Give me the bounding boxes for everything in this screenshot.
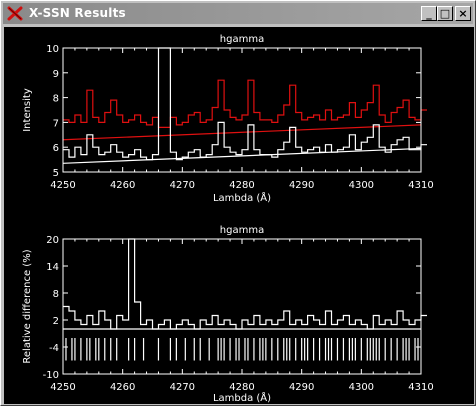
panel1-series-2-line [62,124,422,141]
panel2-ytick-label-14: 14 [46,262,59,273]
panel1-series-4-line [62,147,422,164]
panel2-ytick-label-8: 8 [53,289,59,300]
panel1-ytick-label-10: 10 [46,44,59,55]
panel1-ytick-label-6: 6 [53,143,59,154]
panel2-xtick-label-4310: 4310 [408,382,433,393]
panel1-xtick-label-4290: 4290 [289,180,314,191]
panel2-ytick-label--10: -10 [43,370,59,381]
panel1-ytick-label-7: 7 [53,118,59,129]
maximize-icon: □ [439,7,451,20]
panel1-ylabel: Intensity [22,88,33,132]
panel1-series-1-histogram [63,79,427,128]
panel2-series-1-histogram [63,238,427,330]
panel1-title: hgamma [220,34,264,45]
panel2-ytick-label-20: 20 [46,235,59,246]
panel2-ytick-label-2: 2 [53,316,59,327]
panel1-xtick-label-4250: 4250 [50,180,75,191]
panel2-xtick-label-4300: 4300 [349,382,374,393]
panel2-xtick-label-4280: 4280 [229,382,254,393]
plots-svg: 4250 4260 4270 4280 4290 4300 4310 5 6 7 8 9 10 hgamm… [22,34,434,404]
panel2-xtick-label-4260: 4260 [110,382,135,393]
panel2-xlabel: Lambda (Å) [213,391,271,404]
panel1-xtick-label-4280: 4280 [229,180,254,191]
title-bar[interactable]: X-SSN Results _ □ × [3,3,473,24]
close-icon: × [458,7,468,20]
panel2-xtick-label-4290: 4290 [289,382,314,393]
minimize-button[interactable]: _ [421,6,437,21]
panel1-xtick-label-4300: 4300 [349,180,374,191]
panel1-xtick-label-4310: 4310 [408,180,433,191]
panel1-ytick-label-8: 8 [53,94,59,105]
panel2-xtick-label-4250: 4250 [50,382,75,393]
minimize-icon: _ [426,7,432,20]
window-title: X-SSN Results [29,6,126,20]
panel1-xtick-label-4260: 4260 [110,180,135,191]
panel1-xlabel: Lambda (Å) [213,191,271,204]
panel2-ylabel: Relative difference (%) [22,249,33,363]
panel1-ytick-label-9: 9 [53,69,59,80]
panel2-ytick-label--4: -4 [49,343,59,354]
close-button[interactable]: × [455,6,471,21]
panel1-ytick-label-5: 5 [53,168,59,179]
panel2-xtick-label-4270: 4270 [170,382,195,393]
panel1-xtick-label-4270: 4270 [170,180,195,191]
panel1-series-3-histogram [63,47,427,161]
x-app-icon [7,6,23,21]
plot-canvas: 4250 4260 4270 4280 4290 4300 4310 5 6 7 8 9 10 hgamm… [4,27,474,404]
maximize-button[interactable]: □ [437,6,453,21]
panel2-title: hgamma [220,225,264,236]
